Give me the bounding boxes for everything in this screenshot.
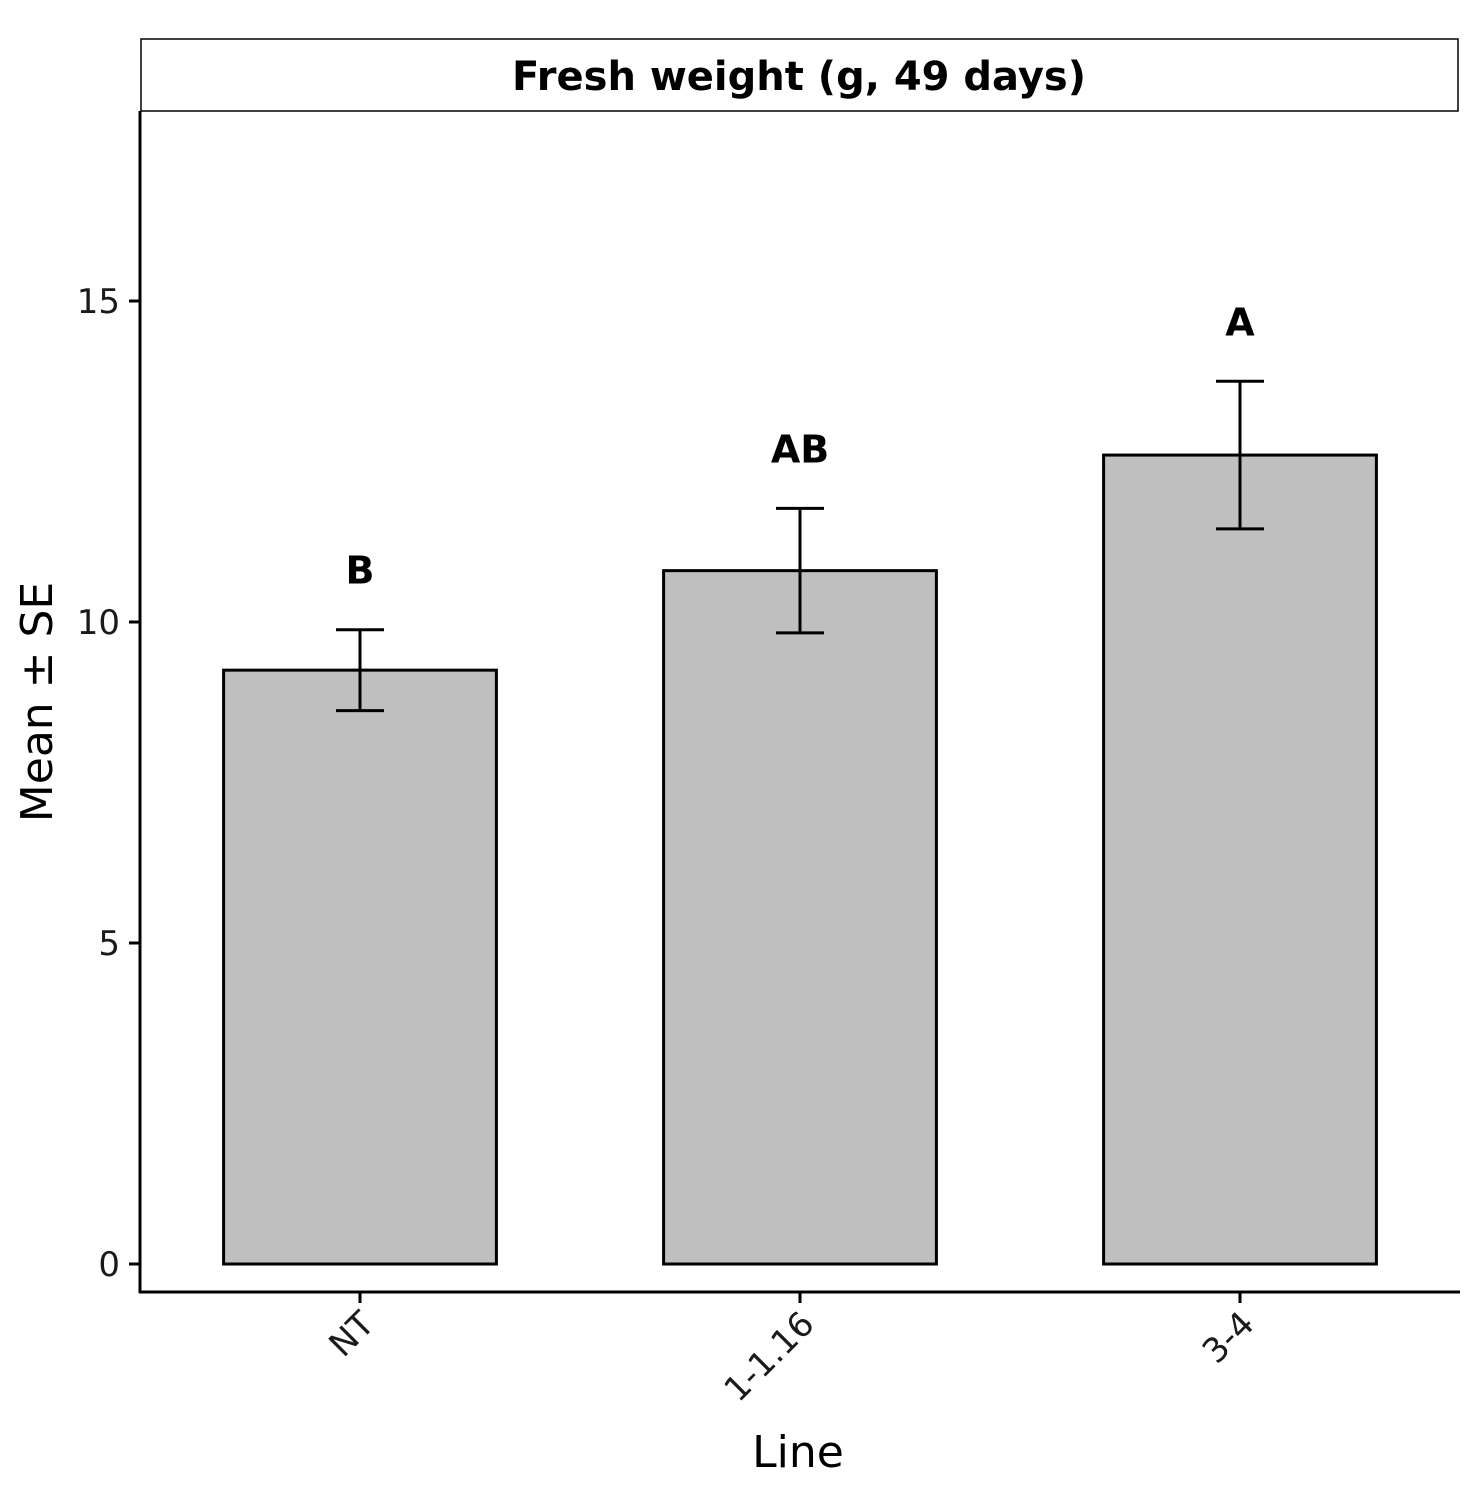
x-tick-label: 3-4 [1195, 1304, 1263, 1372]
error-bars-layer [336, 379, 1264, 713]
x-axis-title: Line [752, 1427, 844, 1478]
significance-label-NT: B [346, 549, 375, 593]
bar-1-1.16 [662, 569, 938, 1266]
error-bar-1-1.16 [776, 506, 824, 635]
chart-title: Fresh weight (g, 49 days) [512, 54, 1086, 100]
x-ticks-layer: NT 1-1.16 3-4 [321, 1292, 1262, 1410]
facet-strip: Fresh weight (g, 49 days) [140, 38, 1459, 112]
bar-3-4 [1102, 453, 1378, 1266]
y-tick-label: 0 [98, 1245, 120, 1285]
y-tick-label: 15 [77, 282, 120, 322]
error-bar-3-4 [1216, 379, 1264, 531]
significance-label-1-1.16: AB [771, 427, 829, 471]
y-tick-label: 10 [77, 603, 120, 643]
significance-labels-layer: B AB A [346, 300, 1256, 592]
facet-strip-box [140, 38, 1459, 112]
y-tick-label: 5 [98, 924, 120, 964]
y-ticks-layer: 0 5 10 15 [77, 282, 140, 1285]
significance-label-3-4: A [1225, 300, 1255, 344]
x-tick-label: 1-1.16 [717, 1304, 823, 1410]
x-tick-label: NT [321, 1304, 382, 1365]
y-axis-title: Mean ± SE [12, 582, 63, 822]
error-bar-NT [336, 628, 384, 713]
bar-NT [222, 668, 498, 1266]
